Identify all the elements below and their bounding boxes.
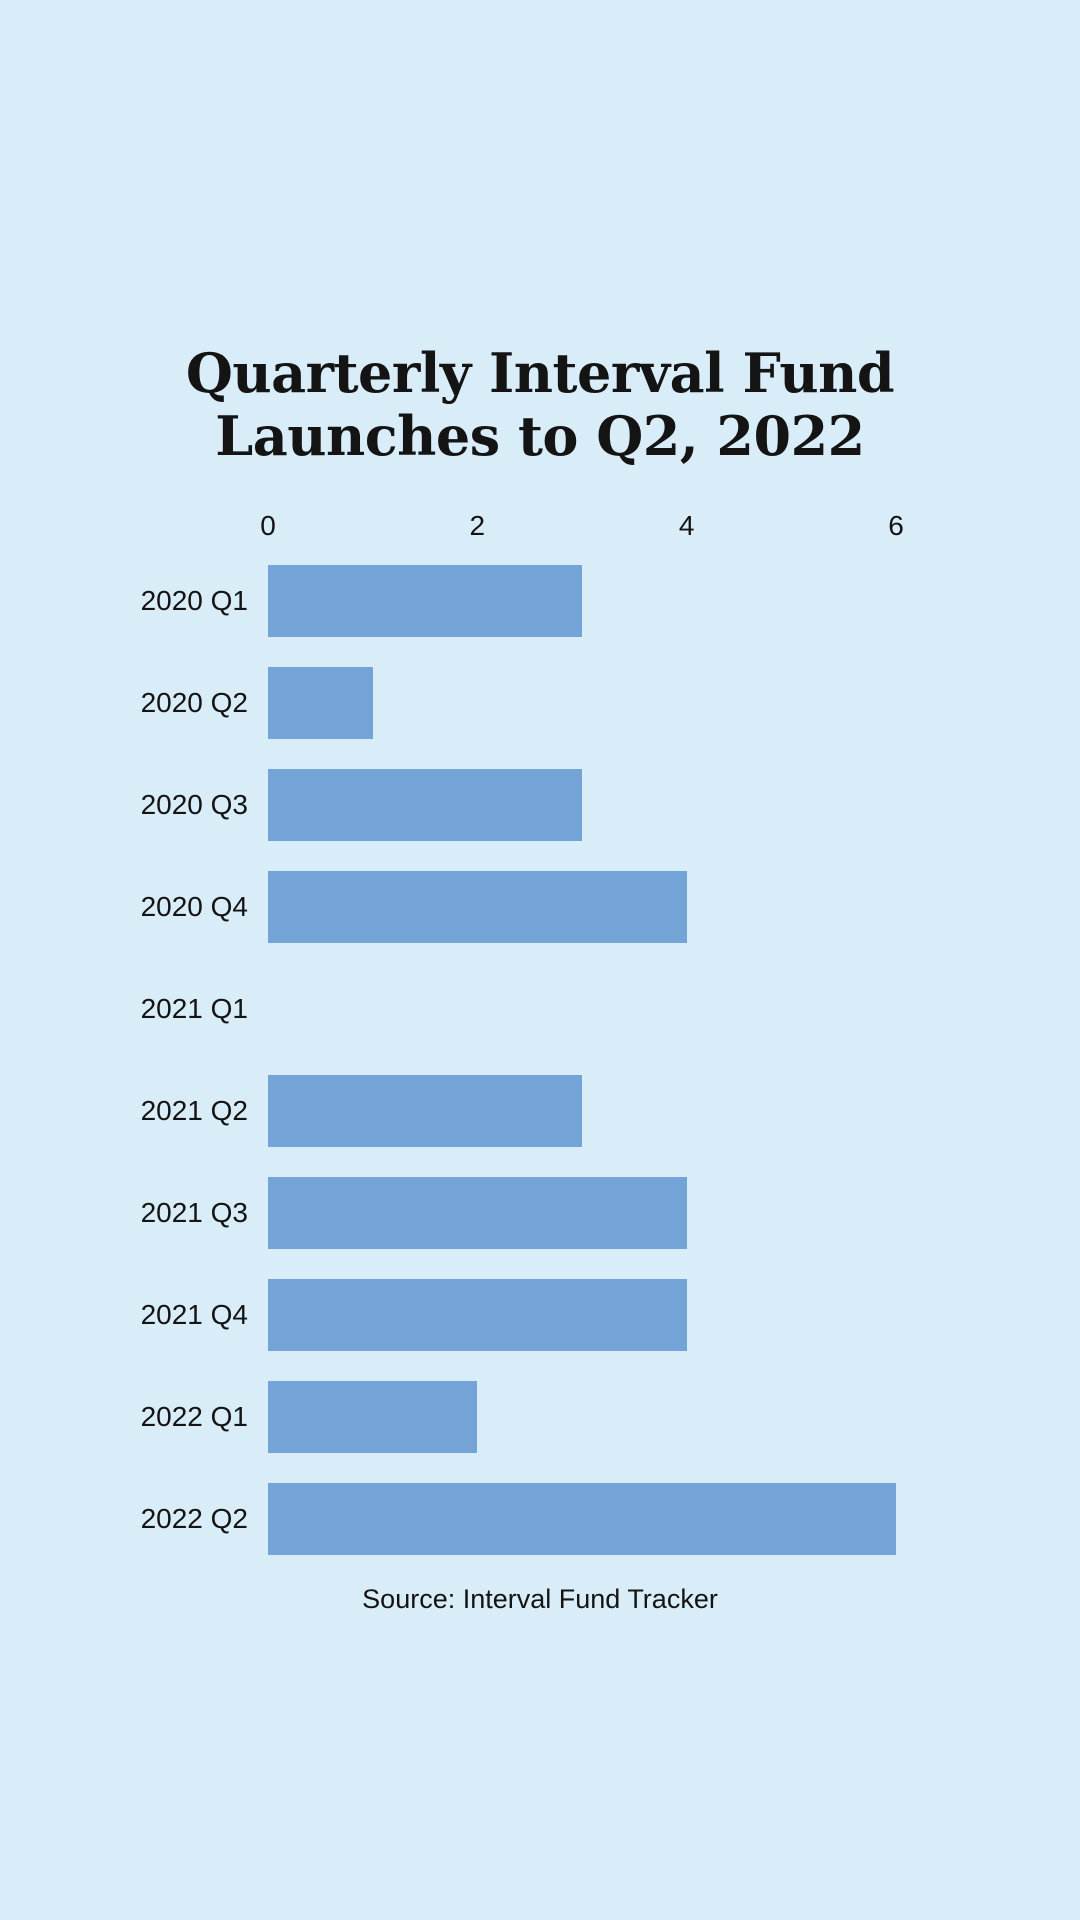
bar-row: 2020 Q4 xyxy=(130,856,896,958)
bar-row: 2020 Q2 xyxy=(130,652,896,754)
chart-title-line-1: Quarterly Interval Fund xyxy=(185,341,895,405)
category-label: 2022 Q2 xyxy=(140,1503,248,1535)
bar-row: 2021 Q3 xyxy=(130,1162,896,1264)
bar-track xyxy=(268,769,896,842)
bar-row: 2021 Q4 xyxy=(130,1264,896,1366)
bar-row: 2022 Q1 xyxy=(130,1366,896,1468)
category-label: 2020 Q4 xyxy=(140,891,248,923)
bar xyxy=(268,871,687,944)
x-tick-label: 4 xyxy=(678,510,695,542)
bar xyxy=(268,1483,896,1556)
bar xyxy=(268,1279,687,1352)
category-label: 2020 Q1 xyxy=(140,585,248,617)
x-axis: 0 2 4 6 xyxy=(260,508,904,544)
bar-row: 2021 Q1 xyxy=(130,958,896,1060)
bar-chart: 0 2 4 6 2020 Q1 2020 Q2 2020 Q3 2020 Q4 2021 Q1… xyxy=(130,508,904,1570)
bar-track xyxy=(268,973,896,1045)
source-note: Source: Interval Fund Tracker xyxy=(362,1584,718,1615)
bar xyxy=(268,667,373,740)
bar-track xyxy=(268,1381,896,1454)
bar-row: 2020 Q3 xyxy=(130,754,896,856)
x-tick-label: 2 xyxy=(469,510,486,542)
chart-title: Quarterly Interval Fund Launches to Q2, … xyxy=(130,341,950,469)
category-label: 2020 Q2 xyxy=(140,687,248,719)
bar xyxy=(268,565,582,638)
bar-track xyxy=(268,871,896,944)
bar-row: 2021 Q2 xyxy=(130,1060,896,1162)
category-label: 2022 Q1 xyxy=(140,1401,248,1433)
bar-track xyxy=(268,1483,896,1556)
category-label: 2021 Q1 xyxy=(140,993,248,1025)
chart-title-line-2: Launches to Q2, 2022 xyxy=(215,404,865,469)
bar xyxy=(268,1075,582,1148)
bar-row: 2020 Q1 xyxy=(130,550,896,652)
bar xyxy=(268,769,582,842)
bar-track xyxy=(268,1075,896,1148)
bar-row: 2022 Q2 xyxy=(130,1468,896,1570)
bar xyxy=(268,1381,478,1454)
category-label: 2021 Q3 xyxy=(140,1197,248,1229)
category-label: 2020 Q3 xyxy=(140,789,248,821)
bar-track xyxy=(268,1177,896,1250)
bar-track xyxy=(268,667,896,740)
bar-track xyxy=(268,1279,896,1352)
bar-track xyxy=(268,565,896,638)
category-label: 2021 Q2 xyxy=(140,1095,248,1127)
chart-rows: 2020 Q1 2020 Q2 2020 Q3 2020 Q4 2021 Q1 2021 … xyxy=(130,550,896,1570)
x-tick-label: 6 xyxy=(888,510,904,542)
bar xyxy=(268,1177,687,1250)
category-label: 2021 Q4 xyxy=(140,1299,248,1331)
x-tick-label: 0 xyxy=(260,510,276,542)
